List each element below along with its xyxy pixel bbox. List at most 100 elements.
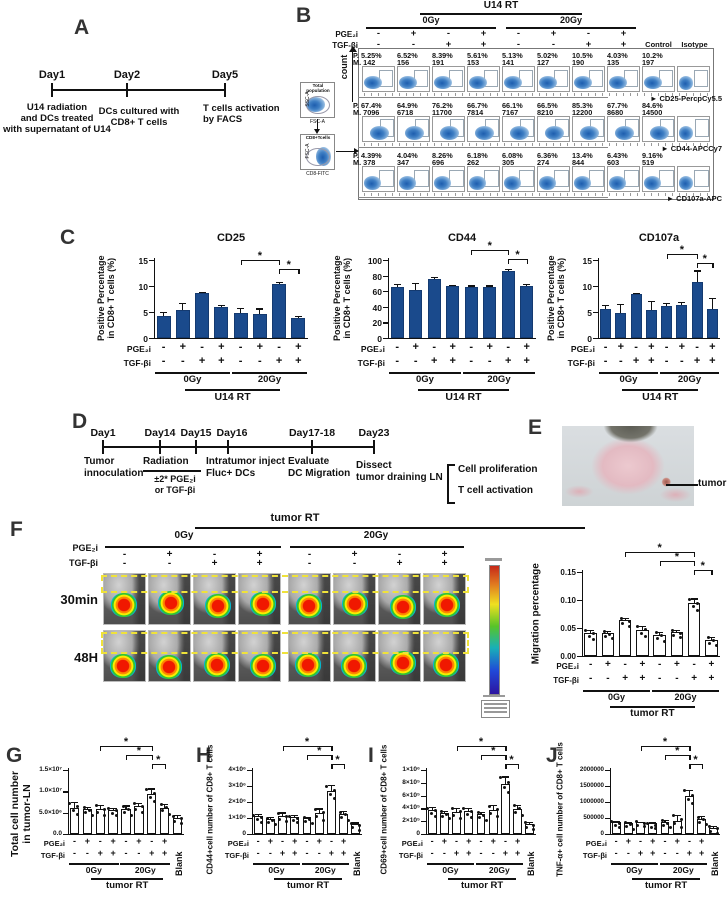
data-dot: [296, 817, 300, 820]
data-dot: [708, 825, 712, 829]
sig-bracket-tick: [331, 764, 333, 769]
axis-row-label: PGE₂i: [72, 543, 98, 553]
data-dot: [161, 809, 165, 813]
sig-bracket: [471, 250, 509, 252]
data-dot: [339, 810, 343, 814]
data-dot: [611, 637, 615, 641]
x-axis: [388, 338, 536, 340]
dose-group-label: 20Gy: [559, 15, 583, 25]
data-dot: [149, 796, 153, 800]
rt-label: tumor RT: [644, 880, 688, 891]
y-tick: [63, 812, 68, 814]
condition-sign: -: [614, 848, 618, 858]
mouse-bioluminescence-image: [238, 573, 281, 625]
flow-cell-stats: 9.16% 519: [642, 151, 663, 167]
axis-row-label: PGE₂i: [335, 30, 358, 39]
cell-population-blob: [539, 75, 557, 90]
axis-ticks: [469, 93, 498, 96]
sig-bracket: [279, 269, 299, 271]
y-tick-label: 1×10⁶: [228, 814, 246, 821]
data-dot: [425, 806, 429, 810]
significance-star: *: [515, 249, 520, 261]
timeline-event: Intratumor inject Fluc+ DCs: [206, 456, 285, 479]
timeline-tick: [195, 440, 197, 454]
data-dot: [273, 822, 277, 826]
bar: [520, 285, 534, 338]
y-tick: [593, 286, 598, 288]
timeline-day: Day14: [144, 427, 176, 439]
error-bar: [701, 816, 703, 819]
axis-ticks: [504, 93, 533, 96]
condition-sign: +: [445, 39, 452, 50]
condition-sign: -: [664, 355, 669, 367]
gate-oval: [306, 148, 330, 166]
group-line: [659, 372, 720, 374]
sig-bracket-tick: [100, 746, 102, 751]
sig-bracket-tick: [279, 260, 281, 265]
dose-group-label: 20Gy: [677, 374, 702, 385]
sig-bracket-tick: [697, 254, 699, 259]
sig-bracket: [282, 746, 332, 748]
data-dot: [695, 601, 699, 605]
error-cap: [526, 821, 534, 824]
sig-bracket-tick: [665, 755, 667, 760]
bar: [252, 314, 267, 338]
dose-group-label: 0Gy: [416, 374, 434, 385]
timeline-tick: [224, 83, 226, 97]
data-dot: [627, 619, 631, 623]
sig-bracket-tick: [331, 746, 333, 751]
data-dot: [592, 632, 596, 636]
dose-group-label: 20Gy: [674, 692, 697, 702]
mouse-bioluminescence-image: [193, 573, 236, 625]
y-tick-label: 0.0: [52, 830, 62, 837]
panel-j-label: J: [546, 744, 558, 767]
condition-sign: -: [376, 39, 381, 50]
condition-sign: +: [211, 558, 218, 569]
flow-cell-stats: 10.5% 190: [572, 51, 593, 67]
significance-star: *: [657, 542, 662, 554]
axis-ticks: [609, 143, 638, 146]
error-cap: [161, 803, 169, 805]
error-cap: [198, 291, 206, 294]
error-cap: [477, 811, 485, 813]
sig-bracket: [100, 746, 152, 748]
error-bar: [396, 284, 398, 288]
cell-population-blob: [439, 125, 460, 140]
sig-bracket-tick: [279, 269, 281, 274]
condition-sign: +: [620, 39, 627, 50]
mouse-bioluminescence-image: [193, 630, 236, 682]
sig-bracket: [307, 755, 332, 757]
data-dot: [702, 818, 706, 822]
error-bar: [330, 785, 333, 791]
data-dot: [636, 823, 640, 827]
y-tick-label: 15: [582, 256, 592, 266]
condition-sign: -: [395, 341, 400, 353]
error-bar: [605, 304, 607, 310]
error-bar: [182, 303, 184, 311]
axis-ticks: [469, 193, 498, 196]
luminescence-signal: [249, 654, 276, 678]
sig-bracket-tick: [282, 746, 284, 751]
y-axis: [388, 258, 390, 338]
condition-sign: -: [256, 836, 260, 846]
error-cap: [632, 292, 640, 294]
data-dot: [332, 796, 336, 800]
condition-sign: -: [680, 355, 684, 367]
data-dot: [525, 825, 529, 829]
timeline-event: T cells activation by FACS: [203, 103, 280, 126]
flow-cell-stats: 6.52% 156: [397, 51, 418, 67]
cell-population-blob: [369, 125, 390, 140]
group-line: [301, 863, 350, 865]
cell-population-blob: [399, 75, 417, 90]
gating-arrowhead-down: [314, 129, 320, 134]
condition-sign: -: [376, 28, 381, 39]
condition-sign: +: [709, 341, 716, 353]
flow-cell-stats: 76.2% 11700: [432, 101, 453, 117]
group-line: [475, 863, 524, 865]
dose-group-label: 0Gy: [442, 865, 459, 875]
condition-sign: -: [639, 836, 643, 846]
data-dot: [592, 637, 596, 641]
x-axis: [252, 834, 362, 836]
bar: [95, 808, 105, 834]
bar: [600, 309, 612, 338]
